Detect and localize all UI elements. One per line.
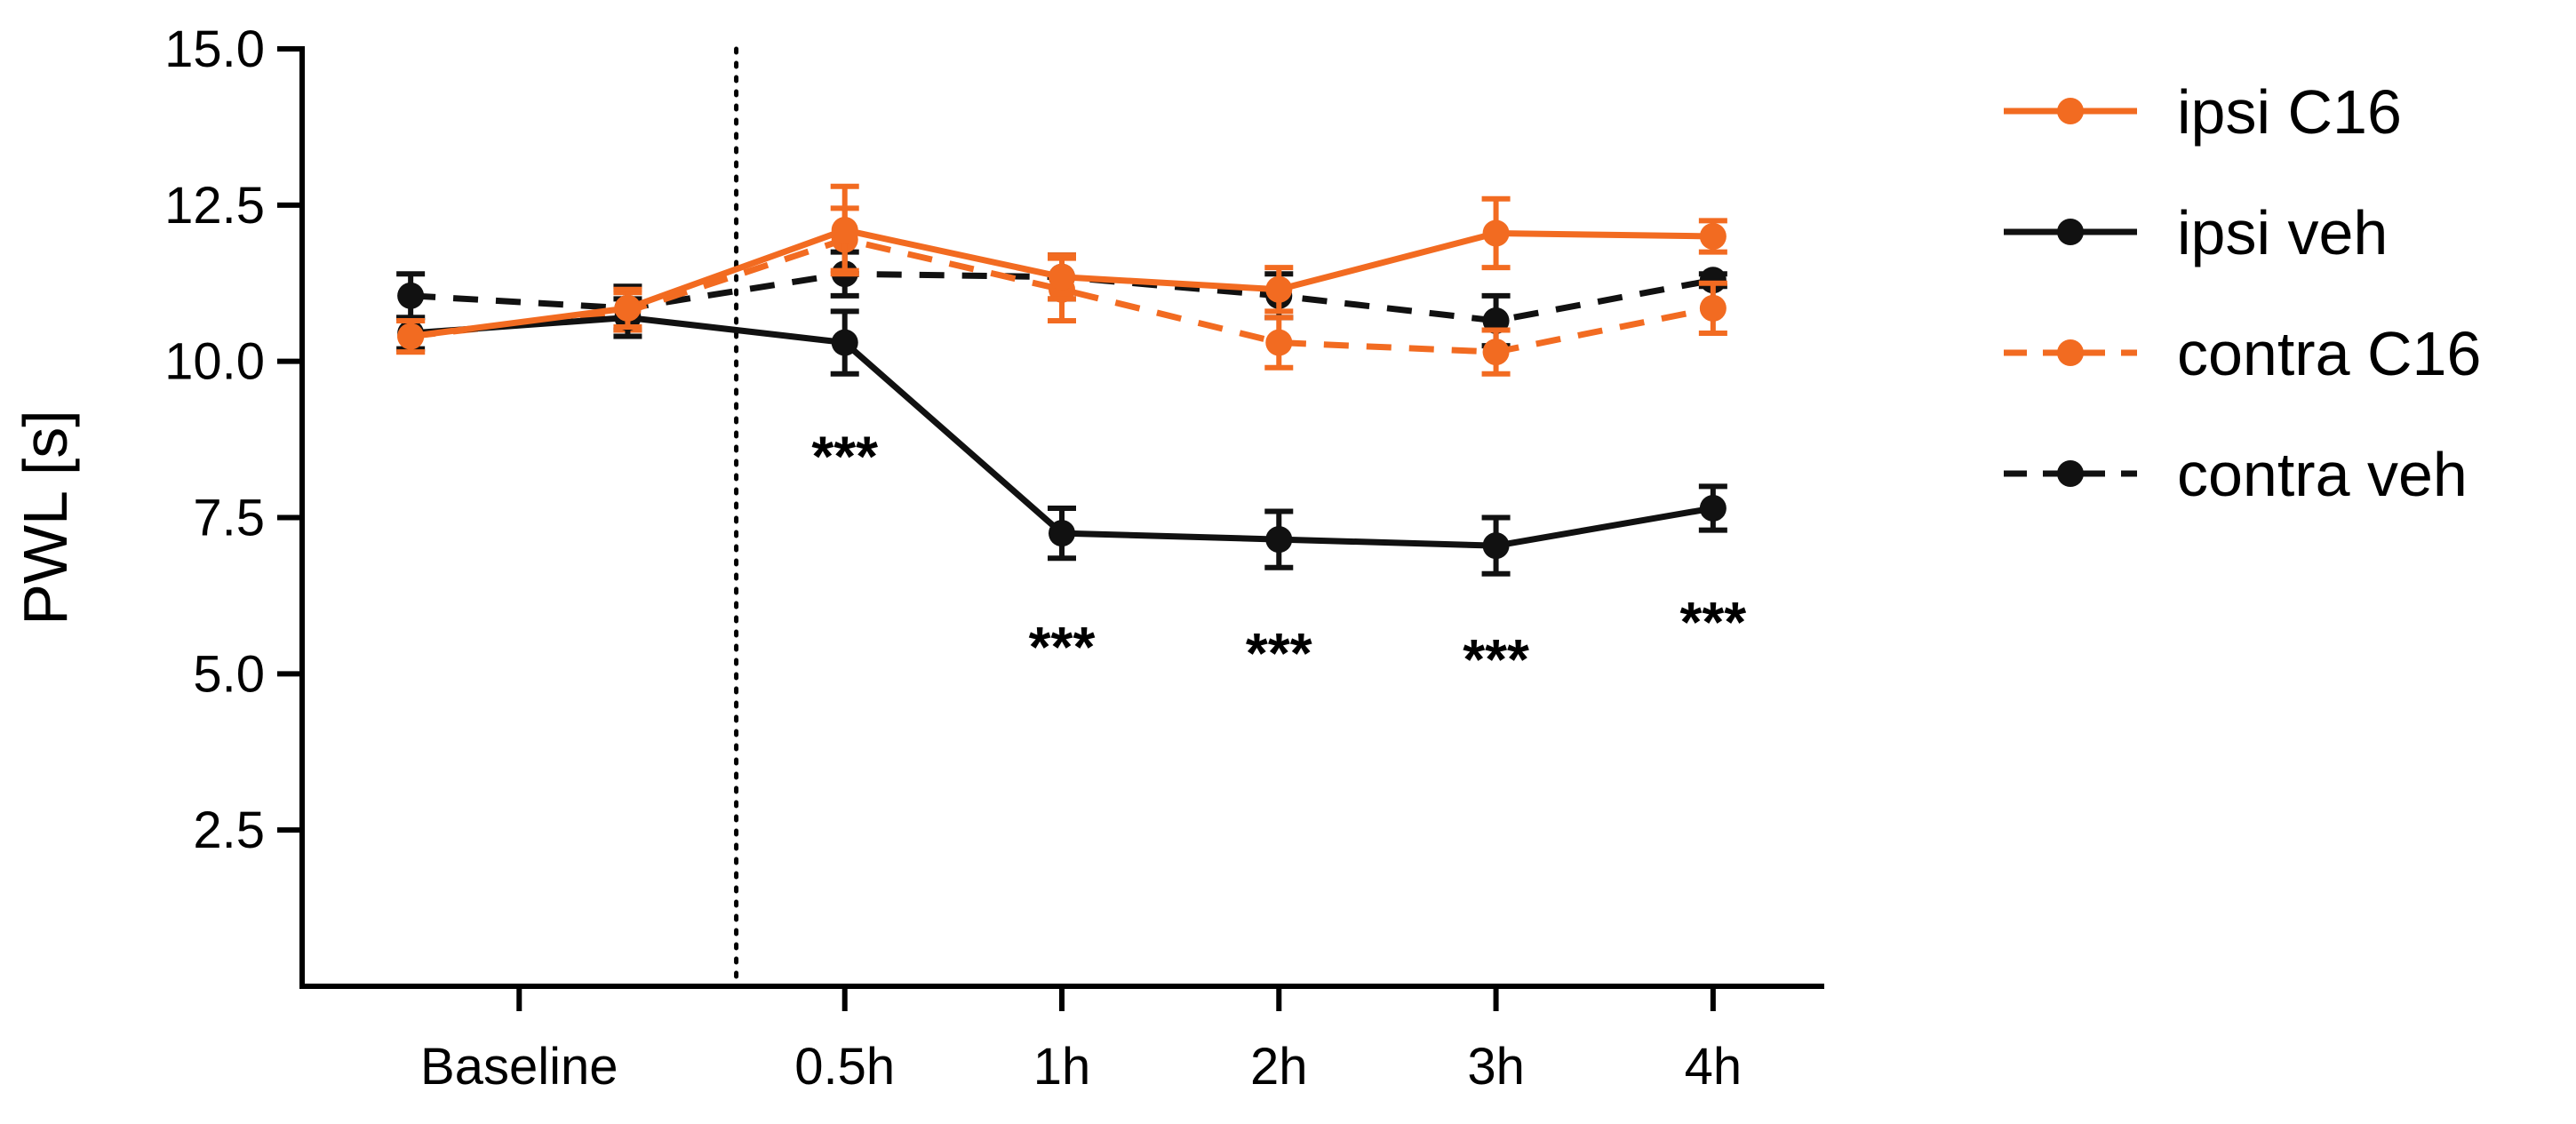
data-point: [1482, 532, 1510, 560]
data-point: [831, 216, 858, 243]
legend-label: contra veh: [2177, 440, 2468, 509]
legend-swatch-marker: [2057, 98, 2084, 124]
series-ipsi-veh: [396, 296, 1727, 577]
data-point: [1265, 526, 1293, 554]
data-point: [1482, 219, 1510, 247]
x-tick-label: 3h: [1467, 1038, 1525, 1096]
data-point: [1482, 339, 1510, 366]
data-point: [1482, 307, 1510, 334]
legend-label: ipsi veh: [2177, 198, 2388, 267]
data-point: [1699, 267, 1727, 294]
legend-item: ipsi veh: [2004, 198, 2388, 267]
y-tick-label: 15.0: [164, 20, 265, 78]
significance-annotations: *** *** *** *** ***: [811, 425, 1746, 692]
data-point: [1049, 520, 1075, 547]
legend: ipsi C16 ipsi veh contra C16 contra veh: [2004, 77, 2481, 509]
x-tick-label: Baseline: [420, 1038, 618, 1096]
significance-label: ***: [1029, 615, 1096, 679]
legend-label: ipsi C16: [2177, 77, 2402, 147]
data-point: [397, 282, 425, 309]
legend-item: contra C16: [2004, 319, 2481, 388]
data-point: [1049, 263, 1075, 291]
data-point: [831, 329, 858, 356]
data-point: [1265, 329, 1293, 356]
y-axis-ticks: 2.5 5.0 7.5 10.0 12.5 15.0: [164, 20, 302, 859]
data-point: [1699, 223, 1727, 250]
legend-swatch-marker: [2057, 219, 2084, 245]
significance-label: ***: [1246, 621, 1312, 685]
legend-swatch-marker: [2057, 460, 2084, 487]
data-point: [1699, 294, 1727, 322]
series-ipsi-c16: [396, 183, 1727, 355]
significance-label: ***: [1679, 590, 1746, 654]
x-axis-ticks: Baseline 0.5h 1h 2h 3h 4h: [420, 986, 1742, 1096]
data-point: [1265, 275, 1293, 303]
y-tick-label: 12.5: [164, 177, 265, 235]
y-tick-label: 5.0: [193, 645, 265, 703]
significance-label: ***: [811, 425, 878, 489]
y-tick-label: 7.5: [193, 490, 265, 547]
series-layer: [396, 183, 1727, 577]
x-tick-label: 2h: [1250, 1038, 1308, 1096]
data-point: [614, 294, 642, 322]
data-point: [397, 323, 425, 350]
legend-item: contra veh: [2004, 440, 2468, 509]
significance-label: ***: [1463, 627, 1529, 691]
y-axis-title: PWL [s]: [11, 410, 80, 625]
y-tick-label: 2.5: [193, 801, 265, 859]
x-tick-label: 0.5h: [794, 1038, 895, 1096]
y-tick-label: 10.0: [164, 333, 265, 391]
legend-label: contra C16: [2177, 319, 2481, 388]
legend-item: ipsi C16: [2004, 77, 2402, 147]
legend-swatch-marker: [2057, 339, 2084, 366]
x-tick-label: 4h: [1685, 1038, 1743, 1096]
data-point: [1699, 494, 1727, 522]
x-tick-label: 1h: [1033, 1038, 1091, 1096]
